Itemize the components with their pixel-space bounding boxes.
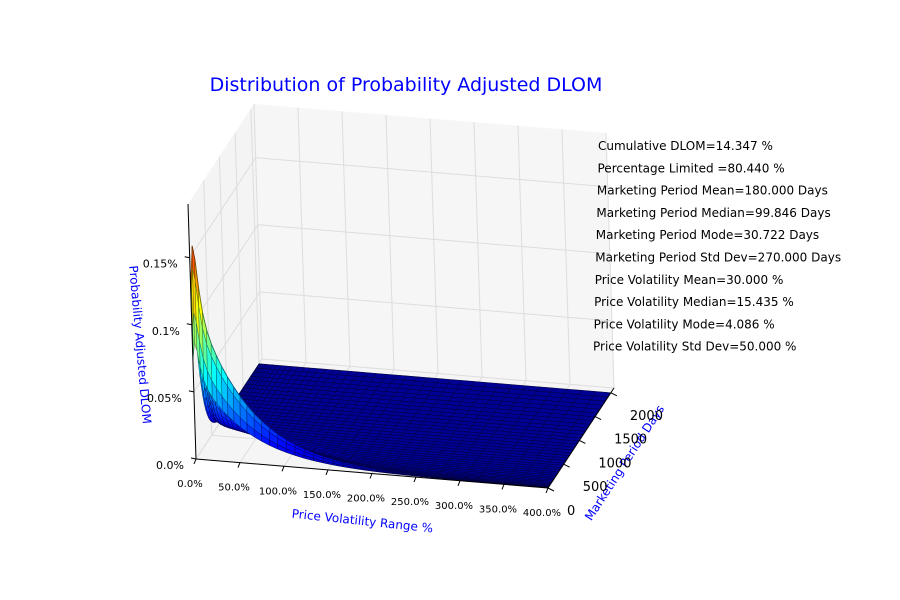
y-tick <box>563 463 570 468</box>
y-tick-label: 0 <box>567 504 575 519</box>
x-tick-label: 300.0% <box>435 501 473 512</box>
grid-line <box>218 156 228 412</box>
z-tick-label: 0.15% <box>143 258 178 271</box>
x-tick <box>325 469 329 476</box>
x-tick-label: 100.0% <box>259 486 297 497</box>
grid-line <box>517 125 527 381</box>
grid-line <box>250 108 260 364</box>
z-tick-label: 0.1% <box>152 325 180 338</box>
grid-line <box>605 132 615 389</box>
surface-plot <box>190 245 612 489</box>
grid-line <box>429 118 439 374</box>
z-tick <box>184 256 190 259</box>
stat-annotation: Price Volatility Mode=4.086 % <box>594 317 775 331</box>
grid-line <box>234 132 244 388</box>
x-tick-label: 400.0% <box>523 508 561 519</box>
y-tick-label: 500 <box>583 480 608 495</box>
x-tick-labels: 0.0% 50.0% 100.0% 150.0% 200.0% 250.0% 300.0% 3… <box>177 479 561 519</box>
x-tick <box>457 480 461 486</box>
x-axis-label: Price Volatility Range % <box>291 507 434 536</box>
grid-line <box>191 224 259 326</box>
grid-line <box>341 111 351 367</box>
y-axis-line <box>547 387 615 489</box>
x-tick <box>281 466 285 472</box>
x-tick-label: 200.0% <box>347 494 385 505</box>
y-tick <box>610 392 618 397</box>
stat-annotation: Marketing Period Std Dev=270.000 Days <box>595 251 841 265</box>
y-tick-label: 1000 <box>598 456 631 471</box>
z-tick <box>186 323 192 326</box>
x-tick-label: 350.0% <box>479 504 517 515</box>
stat-annotation: Price Volatility Median=15.435 % <box>594 295 794 309</box>
x-tick-label: 150.0% <box>303 490 341 501</box>
z-tick <box>188 390 194 393</box>
y-tick-labels: 0 500 1000 1500 2000 <box>567 409 663 519</box>
stat-annotation: Marketing Period Mean=180.000 Days <box>597 184 828 198</box>
grid-line <box>259 291 612 322</box>
axis-ticks <box>184 256 618 494</box>
x-tick-label: 250.0% <box>391 497 429 508</box>
y-tick <box>547 487 555 492</box>
stat-annotation: Price Volatility Mean=30.000 % <box>595 273 784 287</box>
grid-line <box>253 103 263 360</box>
grid-line <box>261 358 615 389</box>
y-tick-label: 1500 <box>614 433 647 448</box>
stat-annotation: Marketing Period Median=99.846 Days <box>596 206 830 220</box>
z-tick-labels: 0.0% 0.05% 0.1% 0.15% <box>143 258 184 472</box>
z-tick-label: 0.0% <box>156 459 184 472</box>
stat-annotation: Percentage Limited =80.440 % <box>598 161 785 175</box>
z-tick-label: 0.05% <box>147 392 182 405</box>
stat-annotation: Cumulative DLOM=14.347 % <box>598 139 773 153</box>
y-tick-label: 2000 <box>630 409 663 424</box>
y-tick <box>579 439 586 444</box>
x-tick <box>501 484 505 490</box>
stats-annotations: Cumulative DLOM=14.347 % Percentage Limit… <box>593 139 841 354</box>
grid-line <box>385 114 395 370</box>
stat-annotation: Marketing Period Mode=30.722 Days <box>596 228 819 242</box>
stat-annotation: Price Volatility Std Dev=50.000 % <box>593 340 796 354</box>
z-tick <box>190 457 197 460</box>
grid-line <box>561 129 571 385</box>
grid-line <box>297 107 307 363</box>
grid-line <box>257 224 610 255</box>
x-tick <box>545 487 549 494</box>
x-tick <box>369 473 373 479</box>
x-tick-label: 0.0% <box>177 479 202 490</box>
y-tick <box>594 416 602 421</box>
grid-line <box>255 157 608 188</box>
chart-title: Distribution of Probability Adjusted DLO… <box>210 74 603 96</box>
x-tick <box>193 458 197 465</box>
x-tick-label: 50.0% <box>218 483 250 494</box>
x-tick <box>237 462 241 468</box>
grid-line <box>473 122 483 378</box>
grid-line <box>189 157 257 258</box>
z-axis-line <box>187 203 197 460</box>
x-tick <box>413 476 417 483</box>
